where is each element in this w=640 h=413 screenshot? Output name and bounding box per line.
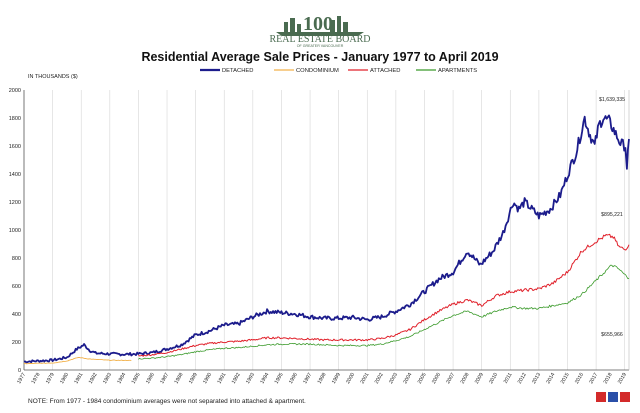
x-tick-label: 2010 bbox=[488, 372, 499, 385]
y-tick-label: 2000 bbox=[9, 88, 21, 94]
logo-graphic: 100 REAL ESTATE BOARD OF GREATER VANCOUV… bbox=[269, 13, 370, 48]
x-tick-label: 1988 bbox=[174, 372, 185, 385]
x-tick-label: 1982 bbox=[88, 372, 99, 385]
legend-label-apartments: APARTMENTS bbox=[438, 68, 477, 74]
x-tick-label: 1980 bbox=[59, 372, 70, 385]
end-label-attached: $895,221 bbox=[601, 212, 623, 218]
logo-centennial: 100 bbox=[303, 13, 333, 35]
x-tick-label: 1996 bbox=[288, 372, 299, 385]
logo: 100 REAL ESTATE BOARD OF GREATER VANCOUV… bbox=[0, 0, 640, 48]
x-tick-label: 1990 bbox=[202, 372, 213, 385]
x-tick-label: 1985 bbox=[131, 372, 142, 385]
x-tick-label: 1978 bbox=[31, 372, 42, 385]
footnote: NOTE: From 1977 - 1984 condominium avera… bbox=[28, 398, 306, 405]
y-tick-label: 1400 bbox=[9, 172, 21, 178]
y-tick-label: 1000 bbox=[9, 228, 21, 234]
x-tick-label: 1989 bbox=[188, 372, 199, 385]
x-tick-label: 1986 bbox=[145, 372, 156, 385]
x-tick-label: 1997 bbox=[302, 372, 313, 385]
x-tick-label: 2011 bbox=[503, 372, 514, 385]
x-tick-label: 1994 bbox=[259, 372, 270, 385]
x-tick-label: 2012 bbox=[517, 372, 528, 385]
series-line-apartments bbox=[138, 264, 630, 360]
x-tick-label: 1979 bbox=[45, 372, 56, 385]
skyline-icon bbox=[276, 16, 364, 36]
x-tick-label: 2007 bbox=[445, 372, 456, 385]
y-tick-label: 1800 bbox=[9, 116, 21, 122]
x-tick-label: 2013 bbox=[531, 372, 542, 385]
x-tick-label: 1981 bbox=[73, 372, 84, 385]
x-tick-label: 2014 bbox=[545, 372, 556, 385]
y-tick-label: 800 bbox=[12, 256, 21, 262]
end-label-apartments: $655,966 bbox=[601, 332, 623, 338]
x-tick-label: 2004 bbox=[402, 372, 413, 385]
rebgv-badge-icon bbox=[596, 392, 630, 402]
x-tick-label: 2019 bbox=[617, 372, 628, 385]
x-tick-label: 1991 bbox=[216, 372, 227, 385]
x-tick-label: 1998 bbox=[317, 372, 328, 385]
y-tick-label: 1200 bbox=[9, 200, 21, 206]
logo-name: REAL ESTATE BOARD bbox=[269, 34, 370, 45]
x-tick-label: 1987 bbox=[159, 372, 170, 385]
legend-label-condominium: CONDOMINIUM bbox=[296, 68, 339, 74]
x-tick-label: 1977 bbox=[16, 372, 27, 385]
x-tick-label: 2018 bbox=[603, 372, 614, 385]
x-tick-label: 2006 bbox=[431, 372, 442, 385]
x-tick-label: 1984 bbox=[116, 372, 127, 385]
line-chart: 0 200 400 600 800 1000 1200 1400 1600 1800 2000 IN … bbox=[9, 68, 630, 385]
y-tick-label: 400 bbox=[12, 312, 21, 318]
x-tick-label: 2017 bbox=[588, 372, 599, 385]
x-tick-label: 1999 bbox=[331, 372, 342, 385]
x-tick-label: 2009 bbox=[474, 372, 485, 385]
x-tick-label: 1993 bbox=[245, 372, 256, 385]
x-tick-label: 2003 bbox=[388, 372, 399, 385]
series-line-detached bbox=[23, 114, 630, 364]
y-tick-label: 1600 bbox=[9, 144, 21, 150]
x-tick-label: 1992 bbox=[231, 372, 242, 385]
x-tick-label: 2005 bbox=[417, 372, 428, 385]
x-tick-label: 1995 bbox=[274, 372, 285, 385]
legend-label-attached: ATTACHED bbox=[370, 68, 400, 74]
y-tick-label: 600 bbox=[12, 284, 21, 290]
x-tick-label: 2002 bbox=[374, 372, 385, 385]
x-tick-label: 2008 bbox=[460, 372, 471, 385]
x-tick-label: 2015 bbox=[560, 372, 571, 385]
series-line-condominium bbox=[24, 356, 132, 365]
end-label-detached: $1,639,335 bbox=[599, 97, 625, 103]
chart-title: Residential Average Sale Prices - Januar… bbox=[141, 50, 499, 64]
logo-tagline: OF GREATER VANCOUVER bbox=[297, 44, 344, 48]
y-tick-label: 0 bbox=[18, 368, 21, 374]
x-tick-label: 2001 bbox=[360, 372, 371, 385]
y-tick-label: 200 bbox=[12, 340, 21, 346]
x-tick-label: 2016 bbox=[574, 372, 585, 385]
x-tick-label: 2000 bbox=[345, 372, 356, 385]
x-tick-label: 1983 bbox=[102, 372, 113, 385]
series-line-attached bbox=[138, 233, 630, 357]
legend-label-detached: DETACHED bbox=[222, 68, 253, 74]
y-axis-label: IN THOUSANDS ($) bbox=[28, 74, 78, 80]
